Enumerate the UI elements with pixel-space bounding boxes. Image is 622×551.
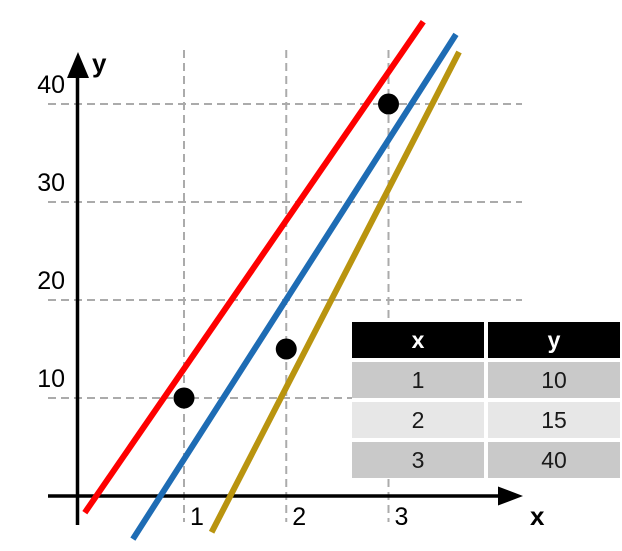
blue-line xyxy=(130,32,459,541)
table-cell: 40 xyxy=(488,442,620,478)
y-tick-label: 40 xyxy=(37,71,65,99)
data-table: x y 1 10 2 15 3 40 xyxy=(352,322,620,478)
y-tick-label: 30 xyxy=(37,169,65,197)
table-cell: 15 xyxy=(488,402,620,438)
y-tick-label: 10 xyxy=(37,365,65,393)
table-header-cell-x: x xyxy=(352,322,484,358)
red-line xyxy=(82,19,426,515)
x-axis-arrowhead xyxy=(498,486,523,506)
table-cell: 2 xyxy=(352,402,484,438)
data-point xyxy=(275,338,297,360)
data-points xyxy=(173,93,399,409)
data-point xyxy=(173,387,195,409)
data-point xyxy=(378,93,399,115)
table-cell: 1 xyxy=(352,362,484,398)
table-cell: 10 xyxy=(488,362,620,398)
table-header-cell-y: y xyxy=(488,322,620,358)
x-tick-label: 1 xyxy=(190,503,204,531)
olive-line xyxy=(208,50,462,534)
x-tick-label: 2 xyxy=(292,503,306,531)
y-tick-label: 20 xyxy=(37,267,65,295)
axes xyxy=(48,52,523,525)
table-cell: 3 xyxy=(352,442,484,478)
gridlines xyxy=(48,50,522,522)
fit-lines xyxy=(82,19,462,541)
x-tick-label: 3 xyxy=(395,503,409,531)
x-axis-title: x xyxy=(530,501,545,531)
axis-tick-labels: 10 20 30 40 1 2 3 xyxy=(37,71,408,531)
y-axis-arrowhead xyxy=(67,52,89,78)
y-axis-title: y xyxy=(92,48,107,78)
